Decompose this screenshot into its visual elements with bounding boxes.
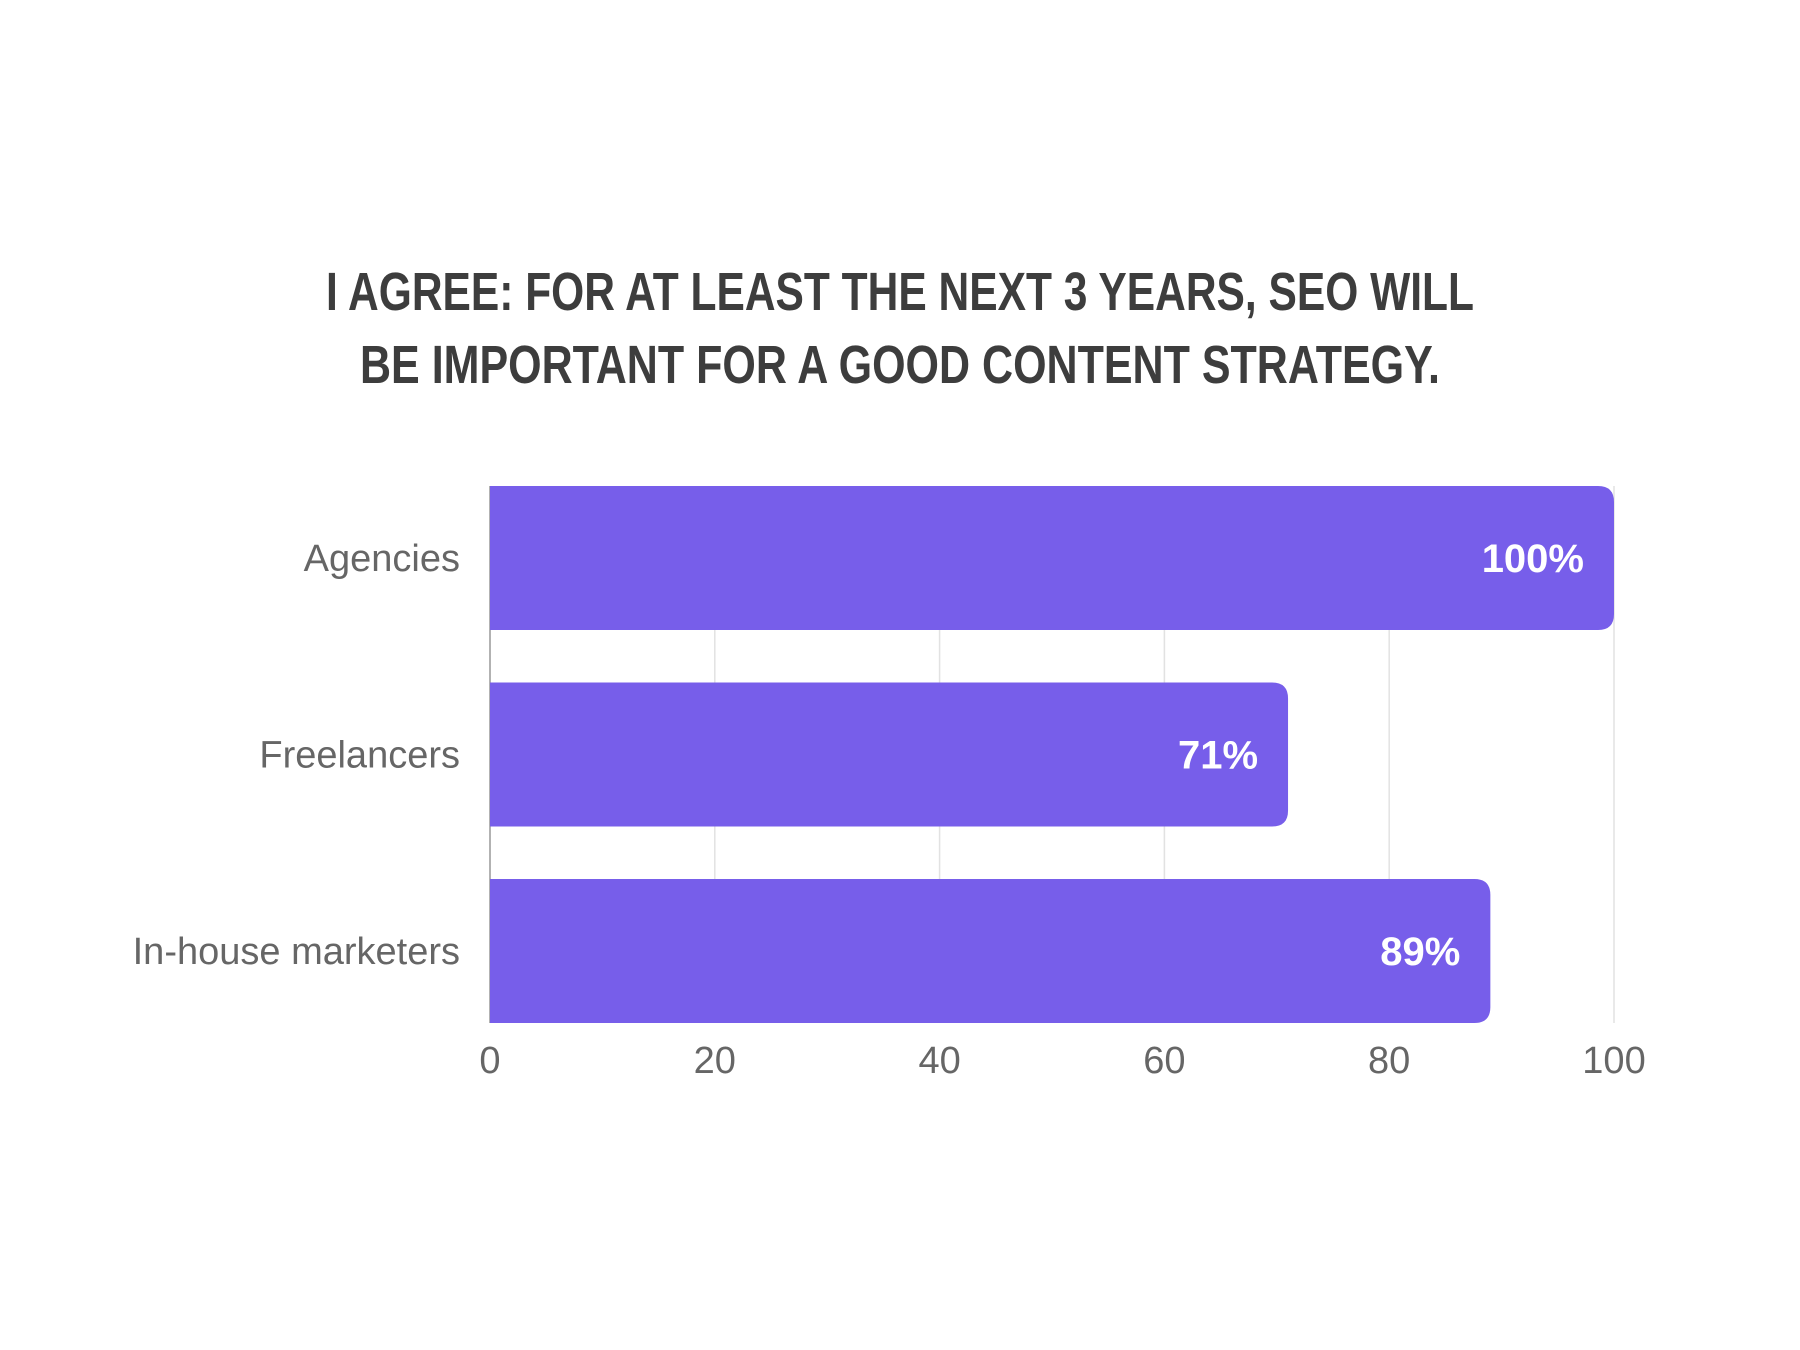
chart-title-line-2: BE IMPORTANT FOR A GOOD CONTENT STRATEGY…	[360, 335, 1440, 395]
data-label: 71%	[1178, 734, 1258, 778]
category-label: Freelancers	[259, 735, 460, 777]
category-label: In-house marketers	[133, 931, 460, 973]
bar	[490, 486, 1614, 630]
data-label: 89%	[1380, 930, 1460, 974]
x-tick-label: 100	[1582, 1040, 1645, 1082]
bar	[490, 879, 1491, 1023]
x-tick-label: 0	[479, 1040, 500, 1082]
category-label: Agencies	[304, 538, 460, 580]
bar	[490, 682, 1289, 827]
x-tick-label: 40	[918, 1040, 960, 1082]
x-tick-label: 60	[1143, 1040, 1185, 1082]
chart-title-line-1: I AGREE: FOR AT LEAST THE NEXT 3 YEARS, …	[326, 262, 1474, 322]
x-tick-label: 80	[1368, 1040, 1410, 1082]
data-label: 100%	[1482, 537, 1584, 581]
x-tick-label: 20	[694, 1040, 736, 1082]
